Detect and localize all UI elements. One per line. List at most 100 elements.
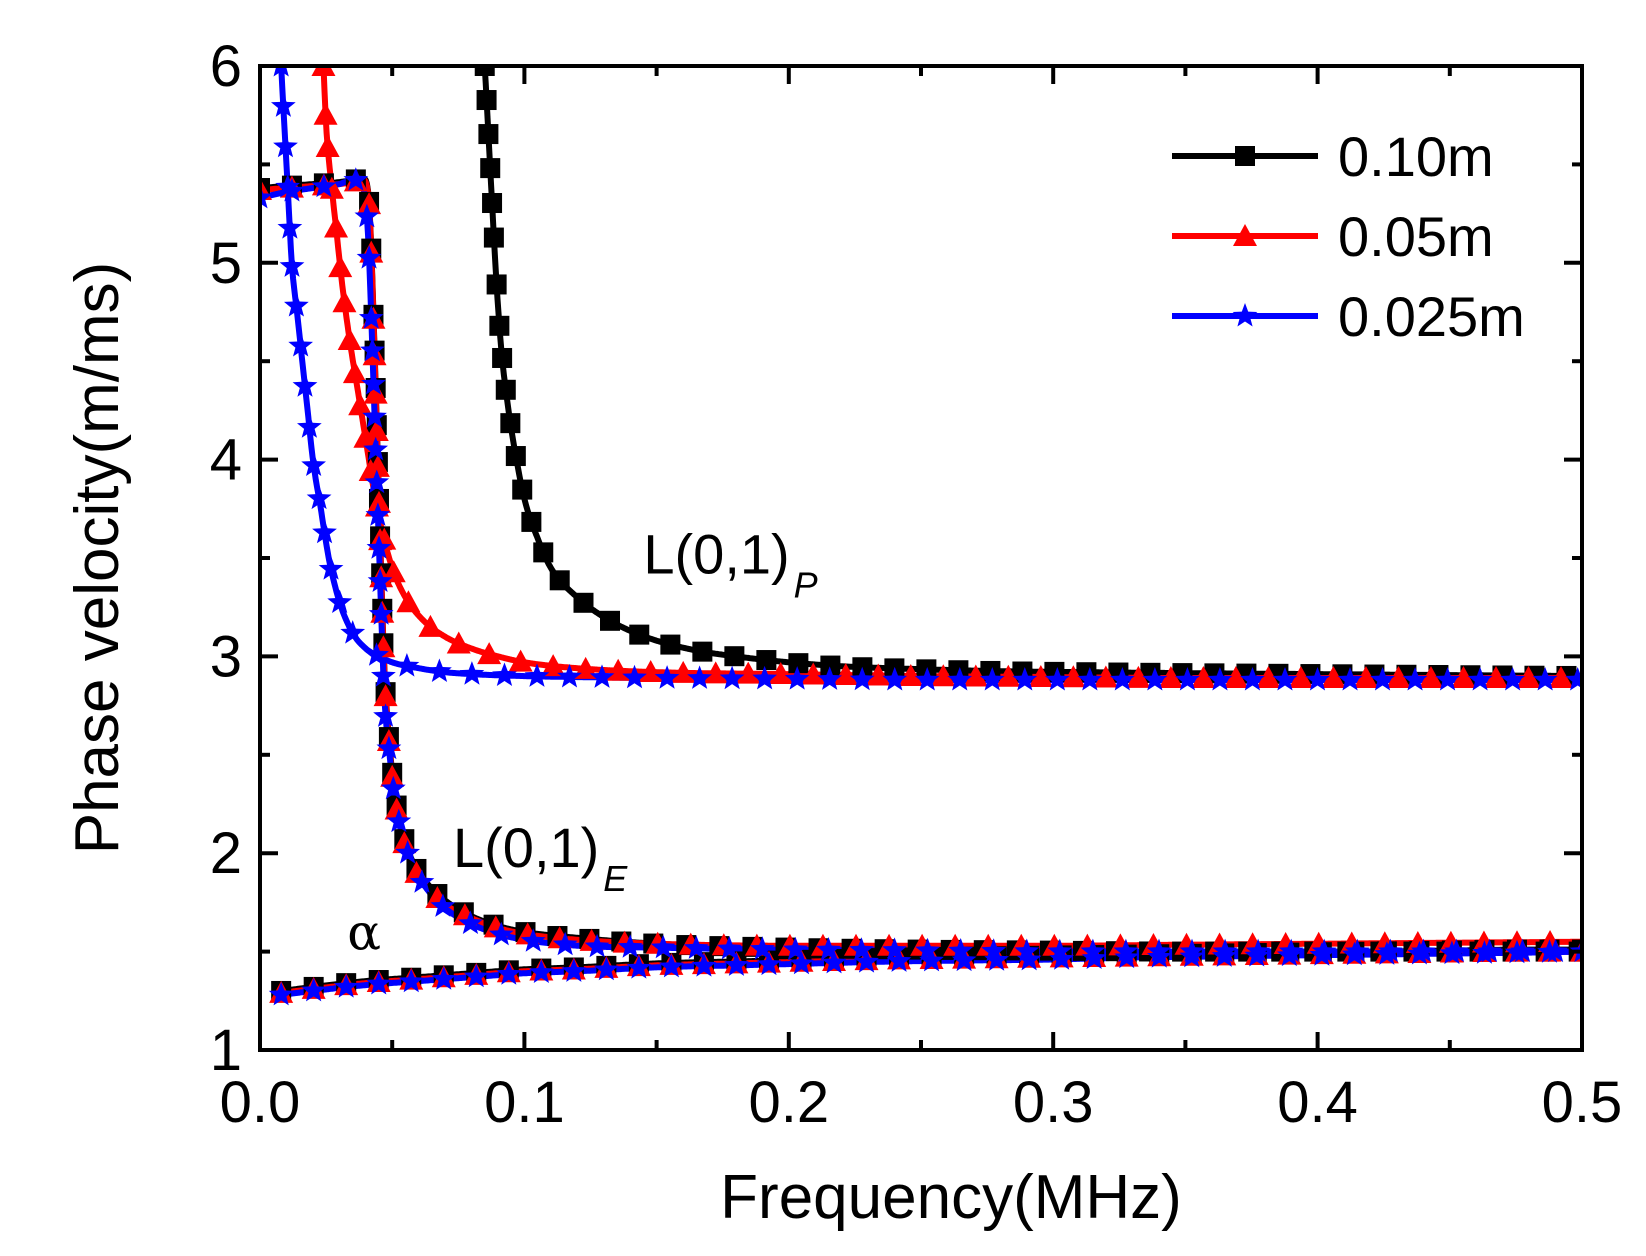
series-0.025m-L(0,1)P-point [301,452,326,476]
series-0.05m-L(0,1)P-point [898,663,923,686]
series-0.025m-L(0,1)P-point [1077,667,1103,691]
series-0.025m-L(0,1)E-point [915,937,940,962]
series-0.025m-L(0,1)P-point [1110,667,1135,691]
legend-label-0.05m: 0.05m [1338,205,1494,268]
series-0.05m-L(0,1)P-point [1223,666,1248,689]
series-0.025m-L(0,1)P-point [1532,667,1558,691]
series-0.025m-L(0,1)P-point [427,658,452,682]
series-0.10m-L(0,1)P-point [512,479,533,500]
series-0.025m-L(0,1)E-point [849,937,874,961]
x-tick-label: 0.4 [1277,1070,1358,1135]
series-0.025m-L(0,1)P-point [719,665,745,690]
series-0.05m-L(0,1)P-point [1386,666,1411,689]
y-axis-title: Phase velocity(m/ms) [63,262,132,855]
series-0.025m-L(0,1)E-point [356,245,382,269]
series-0.025m-L(0,1)E-point [365,502,391,526]
series-0.05m-L(0,1)P-point [381,560,406,583]
series-0.10m-L(0,1)P-point [500,413,521,434]
y-tick-label: 6 [210,34,242,99]
series-0.05m-L(0,1)P-point [1126,665,1151,688]
series-0.05m-L(0,1)P-point [671,660,696,683]
series-0.10m-L(0,1)P-point [492,347,513,368]
series-0.025m-L(0,1)P-point [1272,667,1298,691]
series-0.025m-alpha-point [1016,946,1042,971]
series-0.025m-L(0,1)P-point [292,373,318,397]
series-0.025m-L(0,1)P-point [1500,667,1525,691]
series-0.05m-L(0,1)P-point [931,664,956,687]
series-0.10m-L(0,1)P-point [756,650,777,671]
series-0.025m-L(0,1)E-point [376,735,402,760]
series-0.025m-L(0,1)E-point [395,840,420,864]
series-0.025m-L(0,1)P-point [914,667,940,691]
series-0.025m-alpha-point [366,971,392,995]
series-0.025m-alpha-point [496,961,522,985]
series-0.025m-L(0,1)P-point [306,485,332,510]
series-0.025m-L(0,1)P-point [1175,667,1200,691]
series-0.05m-L(0,1)P-point [353,425,378,448]
series-0.10m-L(0,1)P-point [483,227,504,248]
series-0.025m-alpha-point [301,977,326,1002]
series-0.025m-L(0,1)P-point [327,589,353,613]
series-0.025m-L(0,1)E-point [409,869,435,893]
series-0.025m-L(0,1)E-point [520,928,546,952]
series-0.025m-L(0,1)E-point [683,935,709,959]
series-0.05m-L(0,1)P-point [1028,664,1053,687]
series-0.05m-L(0,1)P-point [768,661,793,684]
series-0.10m-L(0,1)P-point [489,315,510,336]
series-0.05m-L(0,1)P-point [1451,666,1476,689]
series-0.025m-L(0,1)P-point [394,653,420,677]
y-tick-label: 3 [210,624,242,689]
series-0.10m-L(0,1)P-point [505,446,526,467]
series-0.025m-alpha-point [561,958,587,982]
series-0.025m-L(0,1)E-point [458,910,483,934]
series-0.025m-L(0,1)P-point [784,666,810,690]
series-0.025m-L(0,1)E-point [1278,938,1304,963]
series-0.05m-L(0,1)E-point [357,192,382,215]
series-0.025m-L(0,1)E-point [354,203,380,228]
series-0.025m-L(0,1)E-point [343,167,369,191]
series-0.05m-L(0,1)P-point [477,642,502,665]
series-0.05m-L(0,1)P-point [1256,666,1281,689]
series-0.05m-L(0,1)P-point [833,663,858,686]
series-0.05m-L(0,1)P-point [1549,666,1574,689]
series-0.05m-L(0,1)P-point [1191,666,1216,689]
series-0.025m-alpha-point [691,953,717,977]
series-0.025m-L(0,1)P-point [557,663,582,688]
series-0.025m-alpha-point [756,951,782,976]
series-0.025m-alpha-point [886,948,912,972]
series-0.05m-L(0,1)P-point [418,614,443,637]
y-tick-label: 1 [210,1018,242,1083]
series-0.025m-L(0,1)P-point [273,66,289,77]
series-0.025m-L(0,1)P-point [1467,667,1493,691]
series-0.025m-L(0,1)E-point [617,934,643,958]
series-0.05m-L(0,1)P-point [1321,666,1346,689]
series-0.10m-L(0,1)P-point [474,66,495,76]
series-0.10m-L(0,1)P-point [692,641,713,662]
x-axis-title: Frequency(MHz) [720,1163,1182,1232]
series-0.025m-L(0,1)E-point [1311,938,1337,963]
series-0.05m-L(0,1)P-point [1418,666,1443,689]
series-0.025m-L(0,1)P-point [524,663,550,687]
series-0.025m-L(0,1)E-point [1477,938,1502,963]
series-0.025m-L(0,1)P-point [1240,667,1265,691]
series-0.025m-L(0,1)E-point [552,931,578,956]
y-tick-label: 2 [210,821,242,886]
series-0.025m-L(0,1)E-point [1212,938,1238,963]
series-0.025m-L(0,1)E-point [716,935,742,960]
x-tick-label: 0.0 [220,1070,301,1135]
series-0.05m-L(0,1)P-point [446,631,471,654]
series-0.025m-L(0,1)P-point [1305,667,1330,691]
series-0.10m-L(0,1)P-point [521,511,542,532]
series-0.025m-L(0,1)P-point [492,662,517,686]
axes-layer: 0.0 0.1 0.2 0.3 0.4 0.5 1 2 3 4 5 6 Frequency(MHz) Ph… [63,34,1622,1232]
series-0.025m-L(0,1)E-point [1047,938,1073,963]
series-0.025m-L(0,1)E-point [362,404,387,428]
series-0.025m-alpha-point [984,947,1009,971]
series-0.025m-alpha-point [821,949,847,974]
series-0.05m-L(0,1)P-point [963,664,988,687]
series-0.025m-L(0,1)E-point [1344,938,1370,963]
series-0.025m-L(0,1)P-point [1402,667,1428,691]
series-0.025m-L(0,1)P-point [364,642,389,666]
